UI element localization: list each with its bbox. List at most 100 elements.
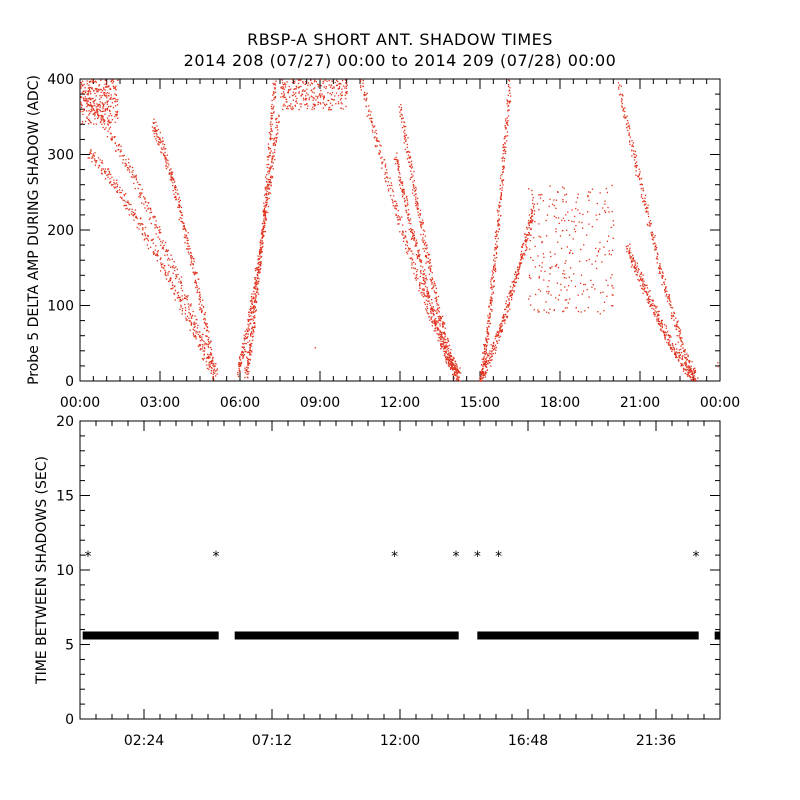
data-point	[178, 196, 181, 199]
data-point	[415, 279, 417, 281]
data-point	[193, 258, 195, 260]
data-point	[504, 126, 506, 128]
data-point	[669, 334, 671, 337]
data-point	[118, 143, 121, 146]
chart-title-line1: RBSP-A SHORT ANT. SHADOW TIMES	[247, 30, 553, 49]
data-point	[498, 204, 500, 206]
data-point	[431, 281, 433, 284]
data-point	[345, 87, 348, 89]
data-point	[252, 329, 254, 331]
data-point	[445, 352, 448, 354]
data-point	[210, 348, 213, 351]
data-point	[376, 145, 378, 147]
data-point	[307, 82, 310, 84]
data-point	[306, 107, 308, 110]
data-point	[398, 169, 400, 171]
data-point	[363, 91, 366, 94]
data-point	[679, 337, 682, 339]
data-point	[494, 249, 496, 251]
data-point	[433, 281, 435, 283]
data-point	[397, 160, 399, 162]
data-point	[304, 90, 306, 92]
data-point	[266, 198, 269, 201]
data-point	[194, 271, 197, 273]
data-point	[390, 182, 393, 184]
data-point	[178, 201, 181, 203]
data-point	[610, 277, 612, 279]
data-point	[480, 372, 483, 375]
data-point	[247, 311, 250, 313]
data-point	[307, 105, 309, 107]
data-point	[515, 278, 517, 280]
data-point	[511, 294, 514, 296]
data-point	[238, 370, 241, 372]
data-point	[80, 85, 82, 87]
data-point	[509, 294, 512, 296]
data-point	[568, 252, 571, 254]
data-point	[157, 143, 159, 145]
data-point	[103, 92, 105, 94]
data-point	[413, 272, 415, 275]
data-point	[504, 125, 506, 127]
data-point	[664, 338, 666, 340]
data-point	[398, 176, 400, 178]
data-point	[424, 235, 427, 237]
data-point	[295, 88, 297, 90]
data-point	[271, 130, 273, 132]
data-point	[483, 363, 486, 365]
data-point	[579, 212, 581, 214]
data-point	[197, 331, 199, 333]
data-point	[269, 178, 271, 181]
data-point	[131, 208, 133, 211]
data-point	[432, 322, 434, 324]
data-point	[291, 79, 294, 81]
data-point	[96, 111, 98, 113]
data-point	[502, 184, 504, 186]
data-point	[139, 218, 142, 220]
data-point	[413, 184, 415, 187]
data-point	[136, 226, 138, 229]
data-point	[632, 257, 634, 259]
data-point	[142, 229, 144, 231]
data-point	[642, 274, 644, 276]
data-point	[82, 90, 84, 92]
data-point	[570, 249, 572, 251]
data-point	[682, 343, 684, 345]
data-point	[448, 362, 450, 364]
data-point	[564, 299, 566, 301]
data-point	[265, 217, 267, 219]
data-point	[105, 108, 107, 110]
data-point	[533, 210, 536, 212]
data-point	[341, 88, 343, 90]
data-point	[416, 242, 418, 244]
data-point	[256, 266, 259, 269]
data-point	[634, 267, 637, 269]
data-point	[161, 242, 164, 244]
data-point	[302, 80, 304, 83]
y-tick-label: 300	[47, 148, 74, 164]
data-point	[178, 296, 180, 299]
data-point	[97, 111, 99, 113]
data-point	[80, 96, 82, 99]
data-point	[209, 361, 211, 363]
data-point	[201, 336, 203, 338]
data-point	[156, 255, 158, 257]
data-point	[485, 339, 488, 341]
data-point	[432, 285, 435, 287]
data-point	[270, 112, 272, 114]
data-point	[687, 370, 690, 372]
data-point	[407, 214, 409, 216]
data-point	[403, 193, 406, 195]
data-point	[124, 162, 126, 164]
data-point	[555, 216, 557, 219]
data-point	[499, 188, 501, 190]
data-point	[632, 153, 635, 155]
data-point	[665, 325, 668, 327]
data-point	[445, 359, 447, 361]
data-point	[499, 329, 502, 331]
data-point	[126, 201, 129, 204]
data-point	[538, 223, 540, 225]
data-point	[411, 258, 414, 260]
data-point	[548, 280, 550, 282]
data-point	[427, 312, 430, 315]
